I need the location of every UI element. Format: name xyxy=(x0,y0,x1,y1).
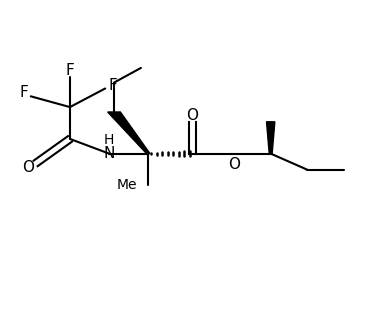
Text: F: F xyxy=(65,63,74,78)
Text: N: N xyxy=(104,146,115,161)
Text: O: O xyxy=(186,108,198,123)
Text: H: H xyxy=(104,133,114,147)
Text: O: O xyxy=(22,160,34,175)
Text: F: F xyxy=(19,85,28,100)
Polygon shape xyxy=(108,112,150,154)
Text: O: O xyxy=(228,157,240,172)
Polygon shape xyxy=(266,122,275,154)
Text: Me: Me xyxy=(117,178,138,192)
Text: F: F xyxy=(109,78,117,93)
